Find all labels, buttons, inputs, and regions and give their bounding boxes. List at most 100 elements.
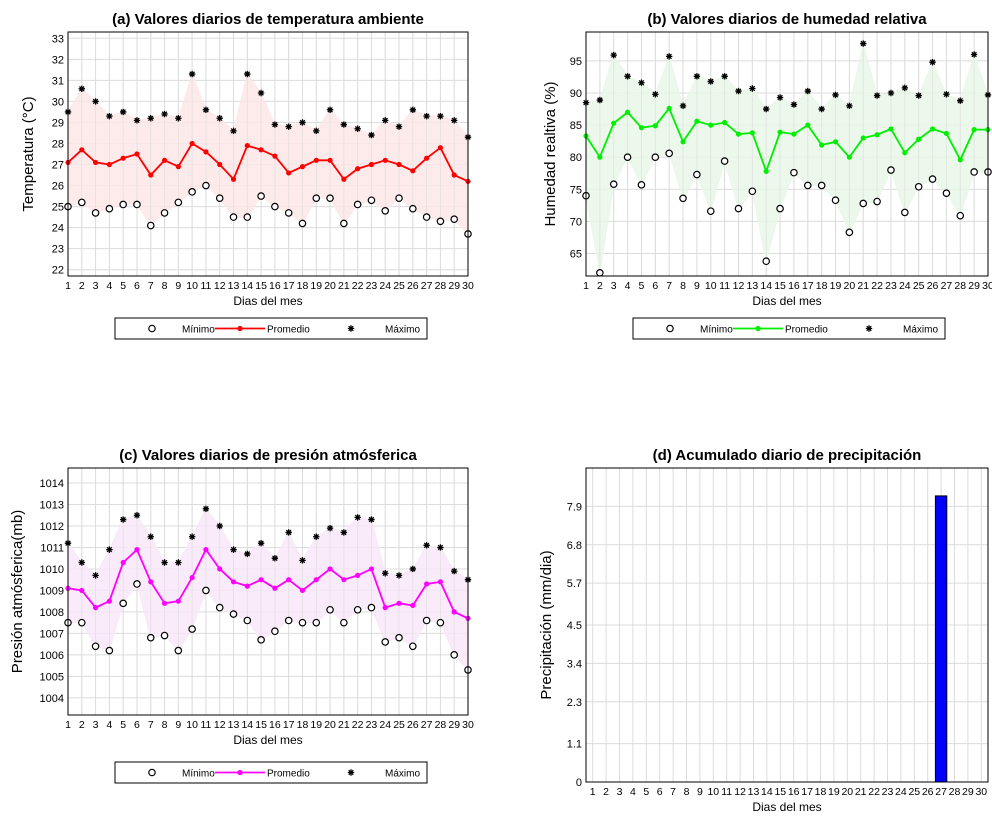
x-tick-label: 26 [922, 786, 934, 798]
maximum-point [721, 73, 728, 80]
maximum-point [188, 70, 196, 78]
x-tick-label: 2 [603, 786, 609, 798]
maximum-point [693, 73, 701, 80]
chart-title: (b) Valores diarios de humedad relativa [647, 11, 927, 28]
average-point [410, 602, 416, 609]
average-point [624, 109, 631, 115]
average-point [749, 130, 755, 136]
y-tick-label: 80 [570, 152, 582, 164]
x-tick-label: 27 [941, 280, 953, 292]
maximum-point [610, 51, 617, 59]
legend-average-label: Promedio [267, 325, 310, 336]
y-tick-label: 1010 [40, 564, 64, 576]
x-tick-label: 26 [407, 280, 419, 292]
legend-minimum-marker [148, 768, 156, 777]
average-point [971, 127, 977, 133]
legend: Mínimo Promedio Máximo [114, 317, 428, 340]
minimum-point [133, 580, 141, 588]
y-tick-label: 5.7 [567, 578, 582, 590]
maximum-point [285, 529, 292, 536]
maximum-point [147, 533, 154, 540]
x-axis-label: Dias del mes [752, 294, 821, 308]
minimum-point [340, 219, 348, 228]
maximum-point [409, 565, 417, 573]
x-tick-label: 18 [816, 280, 828, 292]
legend-minimum-label: Mínimo [182, 769, 215, 780]
x-tick-label: 15 [774, 280, 786, 292]
legend-minimum-label: Mínimo [182, 325, 215, 336]
maximum-point [106, 546, 113, 553]
chart-title: (d) Acumulado diario de precipitación [653, 447, 922, 464]
x-tick-label: 4 [625, 280, 631, 292]
minimum-point [693, 170, 701, 179]
x-tick-label: 19 [310, 719, 322, 731]
x-tick-label: 2 [597, 280, 603, 292]
minimum-point [271, 202, 279, 211]
average-point [313, 577, 319, 583]
average-point [680, 139, 686, 145]
y-tick-label: 70 [570, 216, 582, 228]
x-tick-label: 7 [670, 786, 676, 798]
minimum-point [215, 603, 224, 612]
average-point [943, 130, 950, 137]
maximum-point [230, 127, 237, 135]
x-tick-label: 23 [882, 786, 894, 798]
x-tick-label: 16 [788, 280, 800, 292]
y-axis-label: Temperatura (°C) [20, 96, 37, 211]
x-tick-label: 1 [65, 719, 71, 731]
minimum-point [734, 204, 743, 213]
maximum-point [354, 514, 361, 521]
maximum-point [735, 87, 742, 95]
axes-box [67, 467, 469, 716]
maximum-point [395, 123, 403, 130]
maximum-point [423, 542, 430, 549]
minimum-point [257, 636, 265, 644]
maximum-point [804, 87, 811, 95]
average-point [874, 132, 880, 138]
y-tick-label: 1012 [40, 521, 64, 533]
maximum-point [776, 94, 784, 101]
x-tick-label: 12 [214, 280, 226, 292]
x-tick-label: 16 [269, 280, 281, 292]
x-tick-label: 15 [774, 786, 786, 798]
y-tick-label: 95 [570, 56, 582, 68]
average-point [244, 583, 250, 589]
x-tick-label: 19 [310, 280, 322, 292]
average-point [355, 166, 361, 172]
minimum-point [298, 219, 307, 228]
average-point [79, 147, 85, 153]
maximum-point [92, 98, 99, 105]
minimum-point [146, 221, 155, 230]
x-tick-label: 25 [393, 280, 405, 292]
average-point [694, 118, 700, 124]
average-point [735, 131, 742, 137]
x-axis-label: Dias del mes [752, 800, 821, 814]
average-point [217, 161, 223, 168]
minimum-point [326, 194, 334, 202]
minimum-point [803, 181, 812, 190]
x-tick-label: 4 [630, 786, 636, 798]
minimum-point [956, 211, 965, 220]
maximum-point [106, 112, 113, 120]
minimum-point [831, 196, 840, 205]
maximum-point [423, 112, 430, 120]
average-point [148, 172, 154, 178]
minimum-point [409, 642, 417, 651]
maximum-point [216, 522, 223, 530]
minimum-point [450, 651, 459, 659]
maximum-point [382, 570, 389, 577]
x-tick-label: 29 [448, 719, 460, 731]
x-axis-label: Dias del mes [233, 294, 302, 308]
x-tick-label: 6 [134, 280, 140, 292]
legend-average-label: Promedio [267, 769, 310, 780]
maximum-point [409, 106, 417, 114]
maximum-point [340, 529, 348, 536]
axes-box [585, 31, 989, 277]
x-tick-label: 18 [815, 786, 827, 798]
average-point [777, 129, 783, 135]
maximum-point [451, 567, 458, 575]
y-tick-label: 1008 [40, 607, 64, 619]
maximum-point [147, 115, 154, 122]
